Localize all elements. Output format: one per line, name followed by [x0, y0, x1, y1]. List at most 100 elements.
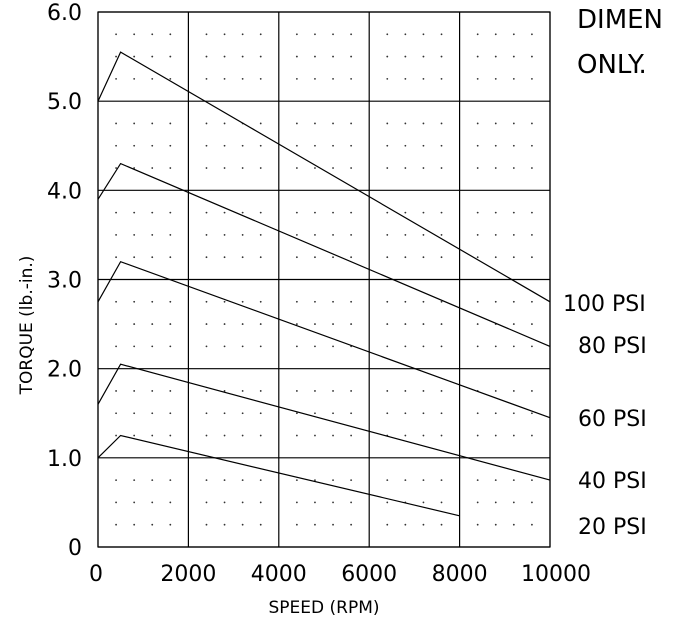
- grid-dot: [314, 234, 316, 236]
- grid-dot: [422, 345, 425, 348]
- grid-dot: [422, 412, 425, 415]
- grid-dot: [494, 122, 497, 125]
- grid-dot: [440, 234, 443, 236]
- grid-dot: [404, 323, 407, 325]
- grid-dot: [350, 323, 353, 325]
- grid-dot: [350, 77, 353, 80]
- grid-dot: [151, 323, 154, 325]
- grid-dot: [241, 144, 244, 147]
- grid-dot: [422, 144, 425, 147]
- grid-dot: [133, 55, 136, 58]
- grid-dot: [115, 323, 117, 325]
- grid-dot: [151, 434, 154, 437]
- grid-dot: [241, 479, 244, 482]
- grid-dot: [133, 323, 136, 325]
- grid-dot: [422, 33, 425, 36]
- grid-dot: [404, 345, 407, 348]
- grid-dot: [205, 55, 208, 58]
- y-tick-label: 0: [68, 536, 82, 561]
- grid-dot: [512, 167, 515, 169]
- grid-dot: [241, 234, 244, 236]
- note-line-1: DIMEN: [577, 5, 663, 35]
- grid-dot: [115, 33, 117, 36]
- grid-dot: [440, 479, 443, 482]
- grid-dot: [531, 234, 533, 236]
- grid-dot: [531, 479, 533, 482]
- grid-dot: [295, 523, 298, 526]
- grid-dot: [476, 501, 479, 504]
- grid-dot: [494, 479, 497, 482]
- grid-dot: [205, 434, 208, 437]
- grid-dot: [531, 434, 533, 437]
- grid-dot: [404, 144, 407, 147]
- grid-dot: [332, 300, 334, 303]
- grid-dot: [223, 234, 226, 236]
- grid-dot: [422, 234, 425, 236]
- grid-dot: [151, 300, 154, 303]
- gridlines: [97, 11, 551, 548]
- grid-dot: [350, 501, 353, 504]
- grid-dot: [350, 55, 353, 58]
- grid-dot: [404, 479, 407, 482]
- grid-dot: [295, 167, 298, 169]
- grid-dot: [151, 77, 154, 80]
- grid-dot: [332, 33, 334, 36]
- grid-dot: [169, 523, 172, 526]
- grid-dot: [314, 323, 316, 325]
- grid-dot: [259, 55, 262, 58]
- grid-dot: [115, 390, 117, 392]
- grid-dot: [169, 234, 172, 236]
- grid-dot: [151, 479, 154, 482]
- grid-dot: [476, 167, 479, 169]
- grid-dot: [350, 33, 353, 36]
- series-line-20-psi: [97, 434, 460, 517]
- grid-dot: [512, 501, 515, 504]
- grid-dot: [241, 412, 244, 415]
- grid-dot: [115, 479, 117, 482]
- grid-dot: [440, 122, 443, 125]
- grid-dot: [169, 434, 172, 437]
- series-line-80-psi: [97, 162, 551, 347]
- grid-dot: [476, 234, 479, 236]
- grid-dot: [494, 345, 497, 348]
- grid-dot: [494, 434, 497, 437]
- grid-dot: [404, 122, 407, 125]
- grid-dot: [386, 323, 389, 325]
- grid-dot: [386, 167, 389, 169]
- grid-dot: [314, 523, 316, 526]
- grid-dot: [169, 55, 172, 58]
- grid-dot: [241, 434, 244, 437]
- grid-dot: [531, 412, 533, 415]
- grid-dot: [332, 523, 334, 526]
- grid-dot: [512, 390, 515, 392]
- grid-dot: [332, 144, 334, 147]
- grid-dot: [531, 501, 533, 504]
- grid-dot: [386, 256, 389, 259]
- grid-dot: [295, 55, 298, 58]
- grid-dot: [223, 33, 226, 36]
- grid-dot: [115, 144, 117, 147]
- grid-dot: [205, 501, 208, 504]
- grid-dot: [422, 122, 425, 125]
- grid-dot: [169, 167, 172, 169]
- grid-dot: [205, 523, 208, 526]
- grid-dot: [476, 479, 479, 482]
- grid-dot: [241, 55, 244, 58]
- grid-dot: [512, 77, 515, 80]
- grid-dot: [295, 412, 298, 415]
- grid-dot: [531, 345, 533, 348]
- grid-dot: [223, 412, 226, 415]
- grid-dot: [440, 412, 443, 415]
- grid-dot: [494, 300, 497, 303]
- grid-dot: [259, 300, 262, 303]
- grid-dot: [169, 256, 172, 259]
- grid-dot: [205, 323, 208, 325]
- series-line-40-psi: [97, 363, 551, 481]
- grid-dot: [169, 412, 172, 415]
- grid-dot: [350, 144, 353, 147]
- grid-dot: [205, 256, 208, 259]
- grid-dot: [295, 390, 298, 392]
- series-line-60-psi: [97, 260, 551, 419]
- grid-dot: [332, 211, 334, 214]
